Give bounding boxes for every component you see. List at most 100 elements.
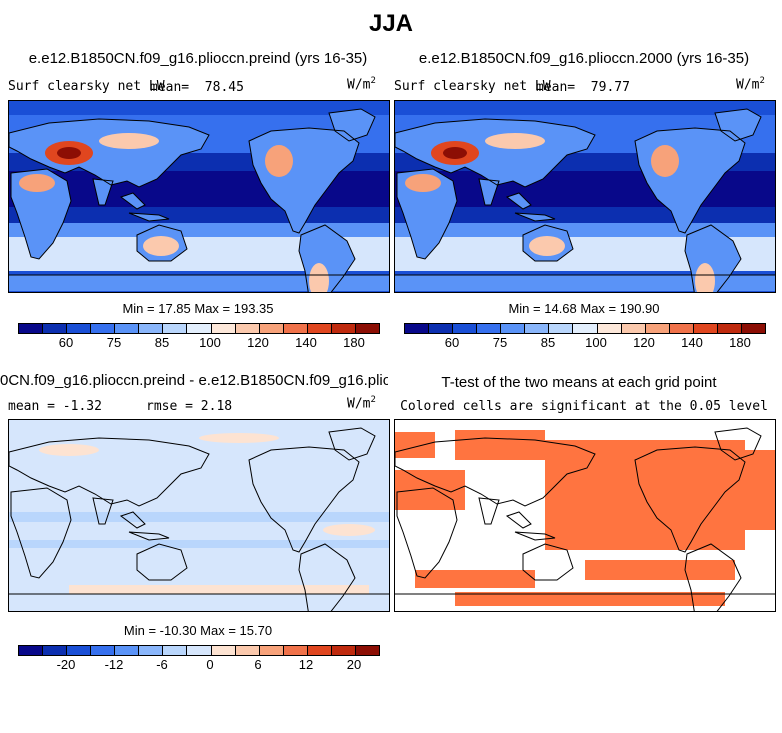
colorbar-tick-label: 100 bbox=[199, 335, 221, 350]
colorbar-tick-label: 60 bbox=[444, 335, 460, 350]
panel4-title: T-test of the two means at each grid poi… bbox=[441, 374, 717, 391]
colorbar-swatch bbox=[331, 646, 356, 655]
colorbar-swatch bbox=[669, 324, 694, 333]
colorbar-swatch bbox=[139, 324, 164, 333]
panel2-mean-value: 79.77 bbox=[590, 80, 630, 95]
colorbar-swatch bbox=[211, 324, 236, 333]
colorbar-swatch bbox=[283, 646, 308, 655]
panel1-units-text: W/m bbox=[347, 77, 371, 93]
colorbar-swatch bbox=[355, 646, 379, 655]
colorbar-tick-label: 120 bbox=[247, 335, 269, 350]
colorbar-swatch bbox=[43, 646, 68, 655]
panel1-mean-value: 78.45 bbox=[204, 80, 244, 95]
colorbar-tick-label: -6 bbox=[156, 657, 168, 672]
panel3-colorbar-ticks: -20 -12 -6 0 6 12 20 bbox=[18, 657, 378, 673]
colorbar-tick-label: 20 bbox=[346, 657, 362, 672]
colorbar-tick-label: 85 bbox=[540, 335, 556, 350]
colorbar-swatch bbox=[621, 324, 646, 333]
colorbar-swatch bbox=[91, 324, 116, 333]
panel3-units-text: W/m bbox=[347, 396, 371, 412]
colorbar-swatch bbox=[355, 324, 379, 333]
panel2-variable: Surf clearsky net LW bbox=[394, 79, 551, 94]
panel4-map bbox=[394, 419, 776, 612]
colorbar-swatch bbox=[501, 324, 526, 333]
colorbar-swatch bbox=[259, 646, 284, 655]
colorbar-swatch bbox=[453, 324, 478, 333]
colorbar-swatch bbox=[405, 324, 430, 333]
panel1-minmax: Min = 17.85 Max = 193.35 bbox=[122, 301, 274, 316]
panel1-units-exp: 2 bbox=[370, 76, 376, 86]
colorbar-tick-label: -12 bbox=[104, 657, 124, 672]
colorbar-tick-label: 75 bbox=[106, 335, 122, 350]
colorbar-swatch bbox=[693, 324, 718, 333]
panel3-mean: mean = -1.32 bbox=[8, 399, 102, 414]
colorbar-swatch bbox=[331, 324, 356, 333]
panel4-subtitle: Colored cells are significant at the 0.0… bbox=[400, 399, 768, 414]
colorbar-swatch bbox=[549, 324, 574, 333]
colorbar-swatch bbox=[67, 324, 92, 333]
colorbar-tick-label: 12 bbox=[298, 657, 314, 672]
colorbar-tick-label: 180 bbox=[729, 335, 751, 350]
colorbar-swatch bbox=[19, 324, 44, 333]
panel1-colorbar bbox=[18, 323, 380, 334]
colorbar-swatch bbox=[307, 324, 332, 333]
colorbar-swatch bbox=[139, 646, 164, 655]
panel1-title: e.e12.B1850CN.f09_g16.plioccn.preind (yr… bbox=[28, 50, 368, 67]
panel1-units: W/m2 bbox=[347, 76, 376, 92]
panel3-title: 0CN.f09_g16.plioccn.preind - e.e12.B1850… bbox=[0, 372, 388, 389]
panel2-minmax: Min = 14.68 Max = 190.90 bbox=[508, 301, 660, 316]
panel3-units: W/m2 bbox=[347, 395, 376, 411]
colorbar-tick-label: -20 bbox=[56, 657, 76, 672]
colorbar-swatch bbox=[741, 324, 765, 333]
colorbar-swatch bbox=[477, 324, 502, 333]
panel1-colorbar-ticks: 60 75 85 100 120 140 180 bbox=[18, 335, 378, 351]
colorbar-swatch bbox=[19, 646, 44, 655]
panel3-minmax: Min = -10.30 Max = 15.70 bbox=[123, 623, 273, 638]
colorbar-tick-label: 120 bbox=[633, 335, 655, 350]
panel1-mean: mean= 78.45 bbox=[150, 80, 244, 95]
colorbar-swatch bbox=[163, 646, 188, 655]
colorbar-tick-label: 140 bbox=[681, 335, 703, 350]
panel1-variable: Surf clearsky net LW bbox=[8, 79, 165, 94]
panel1-map bbox=[8, 100, 390, 293]
panel3-colorbar bbox=[18, 645, 380, 656]
colorbar-swatch bbox=[259, 324, 284, 333]
colorbar-tick-label: 140 bbox=[295, 335, 317, 350]
colorbar-swatch bbox=[645, 324, 670, 333]
colorbar-swatch bbox=[163, 324, 188, 333]
colorbar-swatch bbox=[717, 324, 742, 333]
main-title: JJA bbox=[368, 10, 414, 37]
colorbar-swatch bbox=[597, 324, 622, 333]
panel2-title: e.e12.B1850CN.f09_g16.plioccn.2000 (yrs … bbox=[418, 50, 750, 67]
panel3-rmse: rmse = 2.18 bbox=[146, 399, 233, 414]
colorbar-tick-label: 100 bbox=[585, 335, 607, 350]
colorbar-swatch bbox=[573, 324, 598, 333]
colorbar-tick-label: 0 bbox=[206, 657, 214, 672]
colorbar-swatch bbox=[307, 646, 332, 655]
colorbar-swatch bbox=[187, 646, 212, 655]
colorbar-tick-label: 75 bbox=[492, 335, 508, 350]
panel2-units-exp: 2 bbox=[759, 76, 765, 86]
colorbar-tick-label: 6 bbox=[254, 657, 262, 672]
colorbar-swatch bbox=[283, 324, 308, 333]
colorbar-tick-label: 180 bbox=[343, 335, 365, 350]
panel2-units-text: W/m bbox=[736, 77, 760, 93]
colorbar-swatch bbox=[67, 646, 92, 655]
colorbar-swatch bbox=[211, 646, 236, 655]
colorbar-swatch bbox=[115, 324, 140, 333]
colorbar-swatch bbox=[187, 324, 212, 333]
colorbar-swatch bbox=[43, 324, 68, 333]
colorbar-tick-label: 60 bbox=[58, 335, 74, 350]
panel2-colorbar-ticks: 60 75 85 100 120 140 180 bbox=[404, 335, 764, 351]
panel3-map bbox=[8, 419, 390, 612]
panel3-units-exp: 2 bbox=[370, 395, 376, 405]
panel2-map bbox=[394, 100, 776, 293]
colorbar-swatch bbox=[429, 324, 454, 333]
colorbar-swatch bbox=[525, 324, 550, 333]
panel2-colorbar bbox=[404, 323, 766, 334]
colorbar-tick-label: 85 bbox=[154, 335, 170, 350]
colorbar-swatch bbox=[235, 324, 260, 333]
panel2-mean-label: mean= bbox=[536, 80, 576, 95]
colorbar-swatch bbox=[235, 646, 260, 655]
colorbar-swatch bbox=[91, 646, 116, 655]
